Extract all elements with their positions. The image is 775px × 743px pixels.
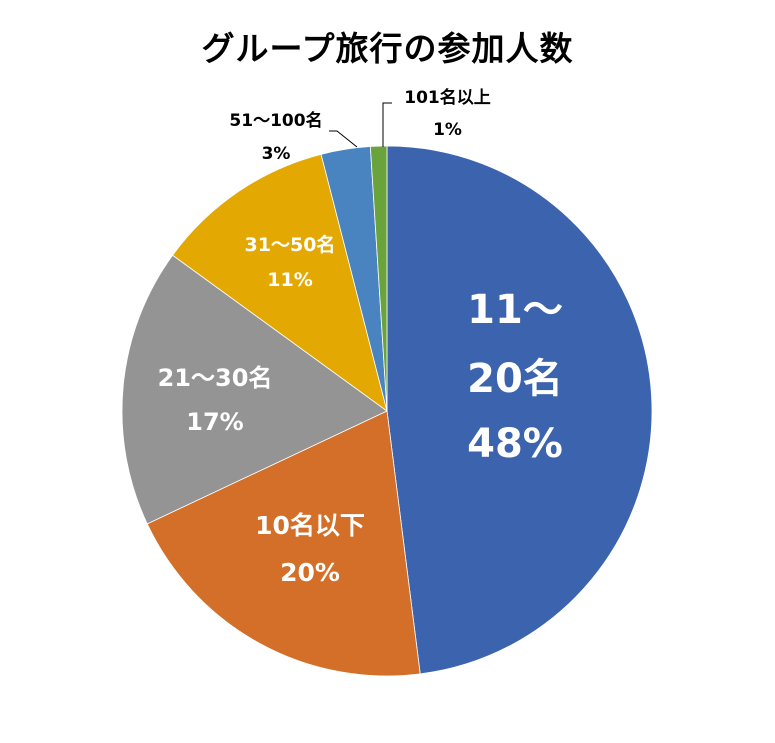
label-21-30: 21～30名 17% (140, 366, 290, 434)
leader-line-51-100 (329, 130, 358, 148)
label-51-100: 51～100名 3% (212, 113, 340, 163)
label-10-under-percent: 20% (280, 558, 340, 587)
pie-slice (386, 145, 653, 675)
pie-slice (369, 145, 388, 412)
label-51-100-percent: 3% (261, 144, 291, 164)
label-51-100-name: 51～100名 (229, 111, 323, 131)
label-101-plus-percent: 1% (433, 120, 462, 140)
label-10-under-name: 10名以下 (255, 511, 365, 540)
pie-slice (121, 254, 388, 525)
label-10-under: 10名以下 20% (225, 513, 395, 585)
label-101-plus-name: 101名以上 (404, 88, 491, 108)
label-31-50-name: 31～50名 (244, 234, 336, 256)
leader-line-101-plus (382, 102, 392, 147)
pie-slices (121, 145, 653, 677)
label-21-30-percent: 17% (186, 408, 244, 436)
label-101-plus: 101名以上 1% (390, 90, 505, 139)
label-31-50-percent: 11% (267, 269, 313, 291)
chart-title: グループ旅行の参加人数 (201, 29, 574, 68)
label-11-20-percent: 48% (467, 421, 563, 467)
pie-slice (172, 153, 388, 412)
label-11-20: 11～ 20名 48% (455, 290, 575, 464)
label-31-50: 31～50名 11% (225, 236, 355, 290)
label-21-30-name: 21～30名 (157, 364, 273, 392)
label-11-20-line2: 20名 (467, 356, 563, 402)
pie-slice (146, 410, 421, 677)
label-11-20-line1: 11～ (467, 287, 563, 333)
